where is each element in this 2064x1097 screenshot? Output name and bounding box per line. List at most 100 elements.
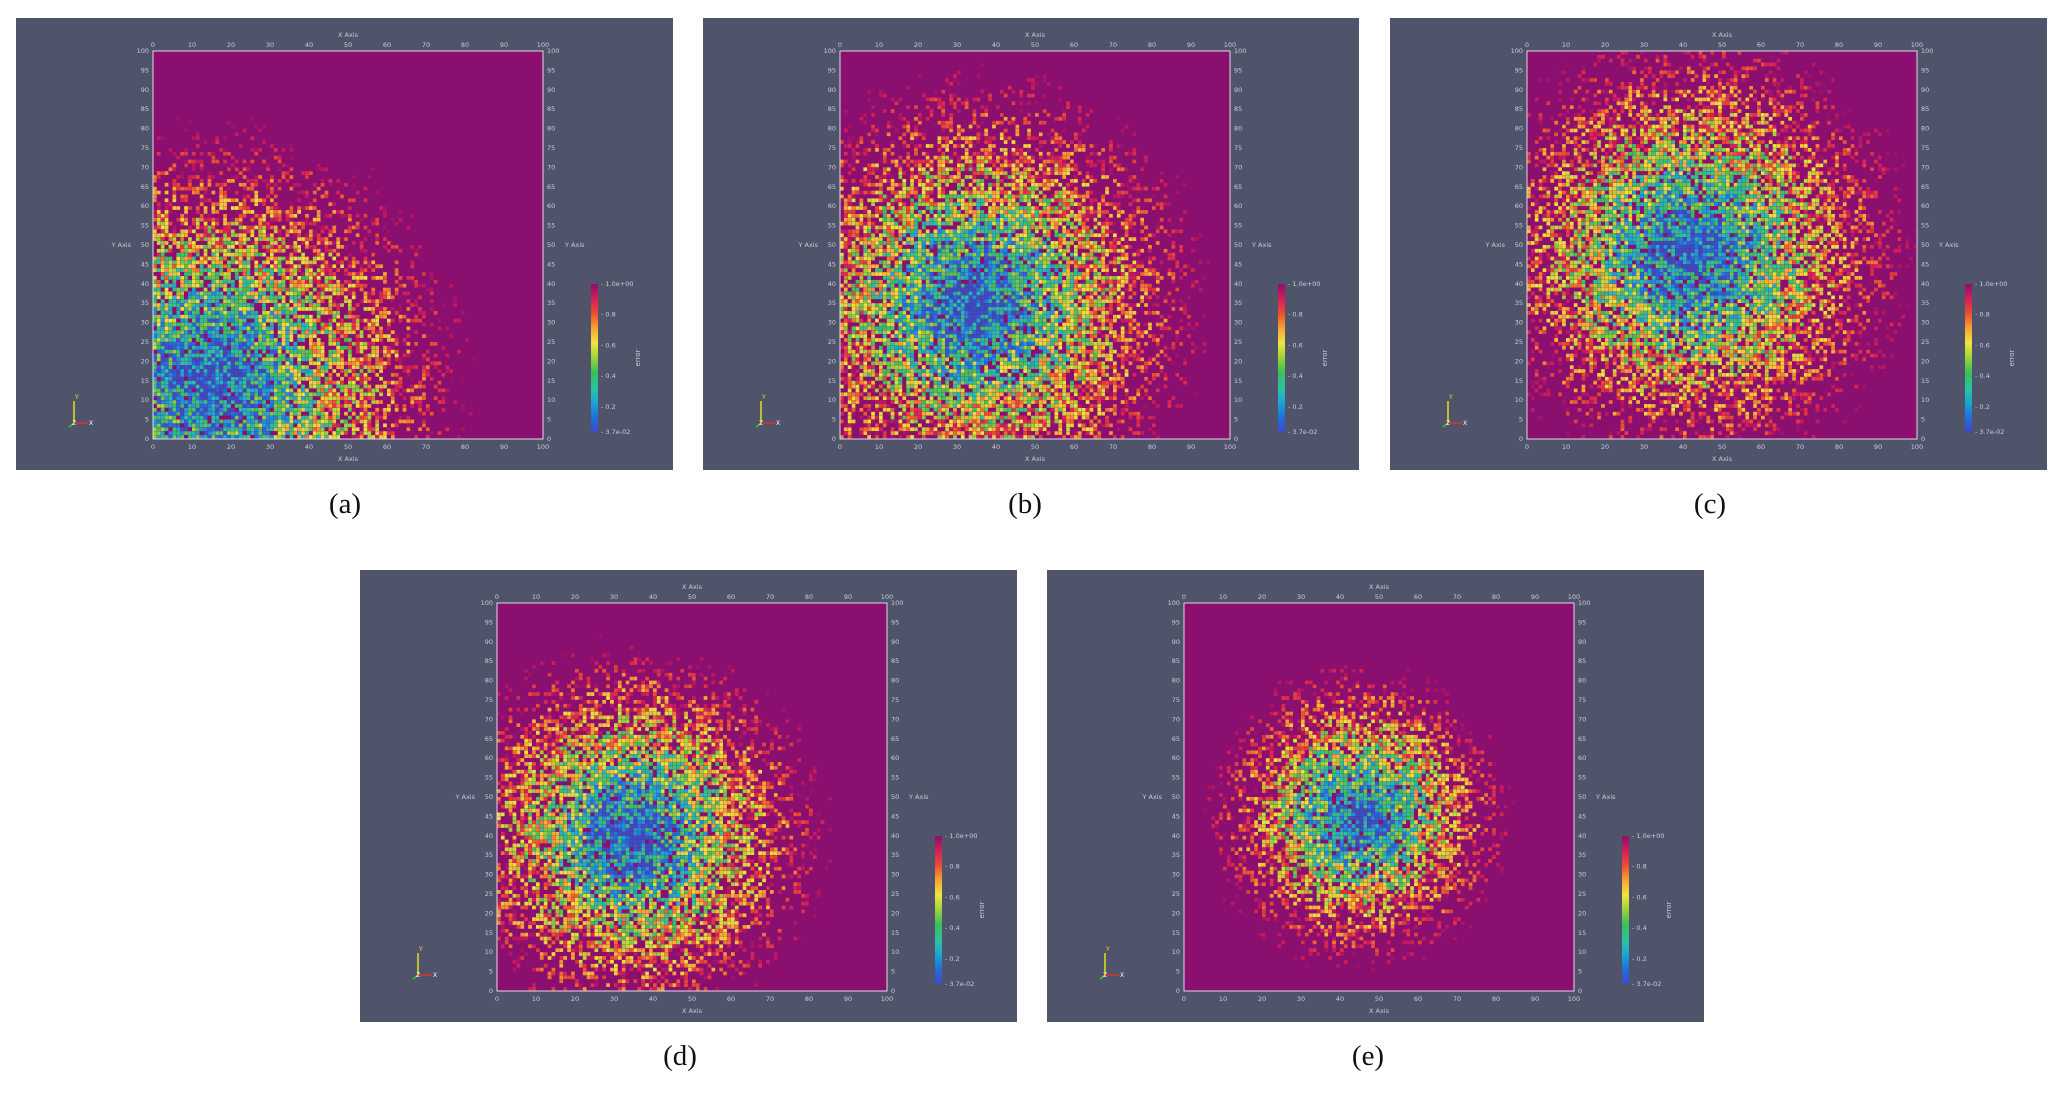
heatmap-cell — [921, 198, 926, 203]
heatmap-cell — [945, 404, 949, 408]
heatmap-cell — [215, 334, 220, 338]
heatmap-cell — [312, 248, 317, 253]
heatmap-cell — [918, 303, 922, 307]
heatmap-cell — [890, 233, 895, 238]
heatmap-cell — [937, 419, 942, 424]
heatmap-cell — [234, 431, 239, 435]
heatmap-cell — [363, 423, 368, 428]
heatmap-cell — [437, 361, 442, 366]
heatmap-cell — [156, 268, 161, 272]
heatmap-cell — [914, 338, 918, 342]
heatmap-cell — [320, 299, 325, 304]
heatmap-cell — [879, 427, 883, 432]
heatmap-cell — [406, 365, 411, 369]
heatmap-cell — [153, 411, 157, 416]
heatmap-cell — [406, 427, 411, 432]
heatmap-cell — [203, 268, 208, 272]
heatmap-cell — [340, 396, 344, 401]
heatmap-cell — [863, 272, 868, 276]
heatmap-cell — [266, 334, 270, 338]
heatmap-cell — [902, 314, 907, 319]
heatmap-cell — [262, 419, 266, 424]
heatmap-cell — [945, 334, 949, 338]
heatmap-cell — [933, 318, 938, 323]
heatmap-cell — [227, 260, 231, 265]
heatmap-cell — [855, 349, 860, 354]
heatmap-cell — [281, 171, 286, 175]
heatmap-cell — [207, 318, 212, 323]
heatmap-cell — [929, 369, 934, 373]
heatmap-cell — [867, 415, 871, 420]
heatmap-cell — [258, 338, 262, 342]
heatmap-cell — [211, 314, 216, 319]
heatmap-cell — [309, 237, 313, 241]
heatmap-cell — [328, 384, 333, 389]
heatmap-cell — [211, 388, 216, 393]
heatmap-cell — [273, 349, 278, 354]
heatmap-cell — [355, 338, 360, 342]
heatmap-cell — [914, 365, 918, 369]
heatmap-cell — [211, 233, 216, 238]
heatmap-cell — [219, 171, 223, 175]
heatmap-cell — [281, 307, 286, 311]
heatmap-cell — [918, 291, 922, 296]
heatmap-cell — [925, 97, 930, 102]
heatmap-cell — [441, 407, 446, 412]
heatmap-cell — [840, 307, 844, 311]
heatmap-cell — [324, 431, 329, 435]
heatmap-cell — [918, 217, 922, 222]
heatmap-cell — [414, 303, 418, 307]
heatmap-cell — [914, 148, 918, 152]
heatmap-cell — [929, 175, 934, 179]
heatmap-cell — [293, 299, 298, 304]
heatmap-cell — [429, 287, 434, 292]
heatmap-cell — [879, 338, 883, 342]
heatmap-cell — [925, 380, 930, 385]
heatmap-cell — [941, 310, 946, 315]
heatmap-cell — [902, 256, 907, 261]
heatmap-cell — [902, 233, 907, 238]
heatmap-cell — [320, 400, 325, 404]
heatmap-cell — [262, 295, 266, 300]
heatmap-cell — [906, 264, 910, 269]
heatmap-cell — [172, 353, 177, 358]
heatmap-cell — [375, 404, 379, 408]
heatmap-cell — [242, 380, 247, 385]
heatmap-cell — [289, 431, 294, 435]
heatmap-cell — [348, 404, 352, 408]
heatmap-cell — [219, 334, 223, 338]
heatmap-cell — [289, 361, 294, 366]
heatmap-cell — [937, 190, 942, 195]
heatmap-cell — [297, 380, 301, 385]
heatmap-cell — [184, 206, 188, 210]
y-tick-label: 10 — [547, 396, 555, 404]
heatmap-cell — [898, 388, 903, 393]
y-tick-label: 85 — [547, 105, 555, 113]
heatmap-cell — [316, 279, 321, 284]
heatmap-cell — [188, 237, 192, 241]
heatmap-cell — [851, 287, 856, 292]
heatmap-cell — [410, 384, 415, 389]
heatmap-cell — [227, 291, 231, 296]
heatmap-cell — [309, 233, 313, 238]
heatmap-cell — [441, 345, 446, 350]
heatmap-cell — [367, 322, 372, 327]
heatmap-cell — [906, 163, 910, 168]
heatmap-cell — [281, 241, 286, 245]
heatmap-cell — [266, 330, 270, 335]
heatmap-cell — [847, 407, 852, 412]
heatmap-cell — [894, 163, 899, 168]
heatmap-cell — [336, 338, 340, 342]
heatmap-cell — [394, 291, 399, 296]
heatmap-cell — [301, 357, 305, 362]
heatmap-cell — [223, 407, 227, 412]
heatmap-cell — [153, 415, 157, 420]
heatmap-cell — [387, 338, 391, 342]
heatmap-cell — [199, 435, 204, 439]
heatmap-cell — [328, 357, 333, 362]
heatmap-cell — [195, 314, 200, 319]
heatmap-cell — [238, 353, 243, 358]
heatmap-cell — [203, 400, 208, 404]
heatmap-cell — [898, 155, 903, 160]
heatmap-cell — [879, 233, 883, 238]
